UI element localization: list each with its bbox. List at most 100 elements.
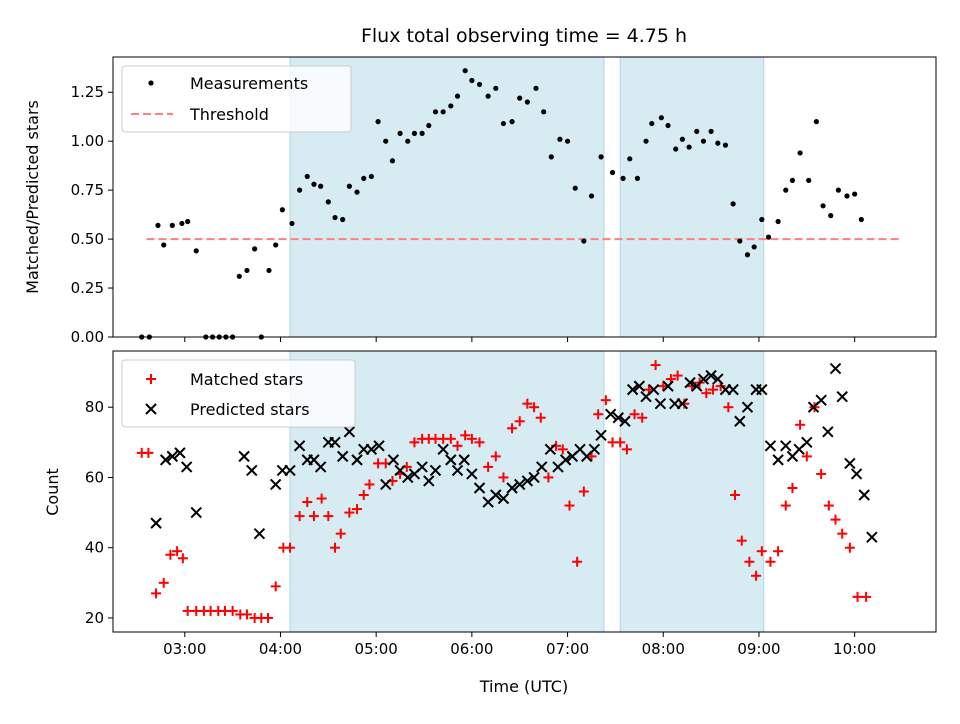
predicted-stars-point (844, 457, 856, 470)
measurement-point (649, 120, 655, 127)
ratio-legend: Measurements Threshold (121, 65, 352, 133)
measurement-point (588, 193, 595, 199)
measurement-point (279, 207, 285, 213)
measurement-point (493, 85, 499, 91)
chart-title: Flux total observing time = 4.75 h (361, 25, 687, 47)
legend-marker-measurements (148, 80, 154, 86)
matched-stars-point (445, 433, 456, 444)
measurement-point (700, 138, 707, 144)
matched-stars-point (143, 447, 154, 458)
measurement-point (557, 136, 563, 142)
measurement-point (500, 120, 507, 127)
predicted-stars-point (429, 464, 442, 477)
matched-stars-point (294, 511, 305, 522)
predicted-stars-point (373, 440, 385, 452)
measurement-point (730, 201, 736, 207)
matched-stars-point (672, 370, 683, 381)
observing-windows (289, 56, 765, 338)
measurement-point (744, 252, 751, 258)
measurement-point (751, 244, 757, 250)
predicted-stars-point (633, 380, 646, 392)
matched-stars-point (658, 381, 669, 392)
predicted-stars-point (521, 475, 534, 487)
predicted-stars-point (684, 376, 696, 389)
predicted-stars-point (402, 471, 414, 484)
matched-stars-point (172, 546, 183, 557)
measurement-point (548, 154, 554, 160)
predicted-stars-point (514, 478, 526, 491)
measurement-point (797, 150, 803, 156)
measurement-point (783, 187, 789, 193)
predicted-stars-point (815, 394, 827, 406)
predicted-stars-point (604, 408, 617, 420)
predicted-stars-point (866, 531, 878, 543)
predicted-stars-point (536, 461, 548, 473)
measurement-point (524, 99, 530, 105)
matched-stars-point (844, 542, 855, 553)
y-tick-label: 0.00 (71, 328, 104, 346)
measurement-points (139, 68, 864, 340)
predicted-stars-point (801, 436, 813, 449)
matched-stars-point (151, 588, 162, 599)
matched-stars-point (452, 440, 463, 451)
measurement-point (252, 246, 258, 252)
count-legend: Matched stars Predicted stars (121, 359, 356, 428)
predicted-stars-point (284, 464, 296, 477)
matched-stars-point (227, 605, 238, 616)
predicted-stars-point (559, 454, 572, 466)
y-tick-label: 80 (85, 398, 104, 416)
predicted-stars-point (190, 506, 202, 519)
predicted-stars-point (150, 517, 162, 529)
matched-stars-point (572, 556, 583, 567)
predicted-stars-point (780, 440, 792, 452)
predicted-stars-point (336, 450, 349, 463)
measurement-point (432, 109, 439, 115)
matched-stars-point (861, 591, 872, 602)
measurement-point (679, 136, 686, 142)
predicted-stars-point (253, 527, 266, 540)
measurement-point (673, 146, 679, 152)
matched-stars-point (621, 444, 632, 455)
predicted-stars-point (180, 461, 193, 473)
x-tick-label: 05:00 (355, 640, 398, 658)
measurement-point (722, 142, 729, 148)
predicted-stars-point (712, 373, 724, 385)
y-tick-label: 0.25 (71, 279, 104, 297)
matched-stars-point (474, 437, 485, 448)
y-tick-label: 60 (85, 468, 104, 486)
predicted-stars-point (697, 373, 710, 385)
measurement-point (304, 173, 310, 180)
legend-label-threshold: Threshold (189, 105, 269, 124)
matched-stars-point (773, 546, 784, 557)
matched-stars-point (490, 451, 501, 462)
ratio-y-ticks: 0.00 0.25 0.50 0.75 1.00 1.25 (71, 83, 113, 346)
predicted-stars-point (466, 468, 478, 480)
measurement-point (389, 158, 396, 164)
measurement-point (476, 81, 483, 88)
measurement-point (361, 175, 367, 181)
matched-stars-point (344, 507, 355, 518)
matched-stars-point (522, 398, 533, 409)
measurement-point (715, 140, 721, 146)
measurement-point (564, 138, 571, 144)
measurement-point (419, 130, 425, 136)
matched-stars-point (364, 479, 375, 490)
matched-stars-point (498, 472, 509, 483)
ratio-y-label: Matched/Predicted stars (23, 100, 42, 294)
measurement-point (169, 222, 175, 228)
y-tick-label: 40 (85, 539, 104, 557)
predicted-stars-point (705, 369, 717, 382)
matched-stars-point (795, 419, 806, 430)
measurement-point (397, 130, 403, 136)
measurement-point (844, 193, 850, 199)
measurement-point (346, 183, 352, 189)
predicted-stars-point (166, 450, 179, 463)
predicted-stars-point (595, 429, 607, 442)
x-tick-label: 08:00 (642, 640, 685, 658)
matched-stars-point (780, 500, 791, 511)
predicted-stars-point (329, 436, 341, 449)
matched-stars-point (615, 437, 626, 448)
measurement-point (533, 85, 539, 91)
matched-stars-point (736, 535, 747, 546)
x-tick-label: 07:00 (546, 640, 589, 658)
